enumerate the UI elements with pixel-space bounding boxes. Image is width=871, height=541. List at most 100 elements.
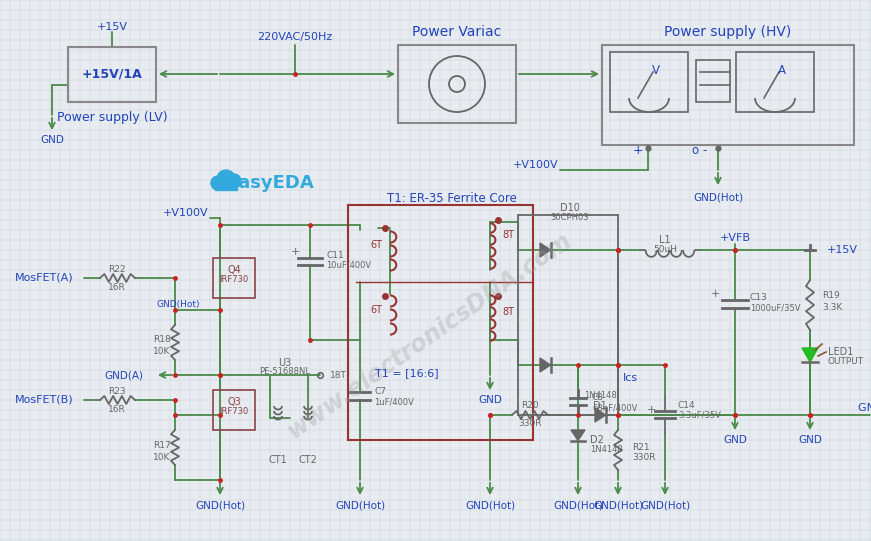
Text: 8T: 8T bbox=[502, 307, 514, 317]
Text: C14: C14 bbox=[678, 400, 696, 410]
Text: GND(A): GND(A) bbox=[104, 370, 143, 380]
Text: R17: R17 bbox=[153, 440, 171, 450]
Circle shape bbox=[227, 174, 241, 188]
Text: 68nF/400V: 68nF/400V bbox=[592, 404, 638, 412]
Text: R20: R20 bbox=[521, 401, 539, 411]
Text: Ics: Ics bbox=[623, 373, 638, 383]
Text: 1000uF/35V: 1000uF/35V bbox=[750, 304, 800, 313]
Text: GND: GND bbox=[478, 395, 502, 405]
Text: 330R: 330R bbox=[632, 453, 656, 463]
Text: D10: D10 bbox=[560, 203, 580, 213]
Bar bbox=[610, 52, 688, 112]
Text: 3.3K: 3.3K bbox=[822, 302, 842, 312]
Text: GND(Hot): GND(Hot) bbox=[195, 501, 245, 511]
Text: R19: R19 bbox=[822, 291, 840, 300]
Text: GND(Hot): GND(Hot) bbox=[335, 501, 385, 511]
Text: MosFET(A): MosFET(A) bbox=[15, 273, 74, 283]
Text: C13: C13 bbox=[750, 294, 767, 302]
Text: +: + bbox=[646, 405, 656, 415]
Text: OUTPUT: OUTPUT bbox=[828, 358, 864, 366]
Text: www.electronicsDNA.com: www.electronicsDNA.com bbox=[283, 227, 577, 443]
Text: C7: C7 bbox=[374, 387, 386, 397]
Text: Q4: Q4 bbox=[227, 265, 241, 275]
Text: V: V bbox=[652, 63, 660, 76]
Polygon shape bbox=[571, 430, 585, 440]
Text: Power supply (HV): Power supply (HV) bbox=[665, 25, 792, 39]
Text: 1N4148: 1N4148 bbox=[590, 445, 623, 454]
Text: U3: U3 bbox=[279, 358, 292, 368]
Text: R21: R21 bbox=[632, 443, 650, 452]
Text: R22: R22 bbox=[108, 265, 125, 274]
Text: GND OUT: GND OUT bbox=[858, 403, 871, 413]
Bar bbox=[602, 45, 854, 145]
Text: GND(Hot): GND(Hot) bbox=[640, 501, 690, 511]
Text: GND: GND bbox=[723, 435, 747, 445]
Text: 6T: 6T bbox=[370, 240, 382, 250]
Text: Power supply (LV): Power supply (LV) bbox=[57, 110, 167, 123]
Text: LED1: LED1 bbox=[828, 347, 854, 357]
Polygon shape bbox=[540, 358, 550, 372]
Text: 8T: 8T bbox=[502, 230, 514, 240]
Text: 16R: 16R bbox=[108, 405, 126, 413]
Text: GND(Hot): GND(Hot) bbox=[693, 192, 743, 202]
Text: 6T: 6T bbox=[370, 305, 382, 315]
Text: GND: GND bbox=[40, 135, 64, 145]
Text: 30CPH03: 30CPH03 bbox=[550, 214, 590, 222]
Text: D2: D2 bbox=[590, 435, 604, 445]
Text: GND(Hot): GND(Hot) bbox=[553, 501, 603, 511]
Text: EasyEDA: EasyEDA bbox=[226, 174, 314, 192]
Text: C8: C8 bbox=[592, 393, 604, 403]
Polygon shape bbox=[540, 243, 550, 257]
Bar bbox=[348, 205, 533, 440]
Text: +: + bbox=[290, 247, 300, 257]
Text: IRF730: IRF730 bbox=[219, 275, 248, 285]
Text: CT1: CT1 bbox=[268, 455, 287, 465]
Text: +15V: +15V bbox=[97, 22, 127, 32]
Bar bbox=[213, 390, 255, 430]
Bar bbox=[736, 52, 814, 112]
Text: 220VAC/50Hz: 220VAC/50Hz bbox=[257, 32, 333, 42]
Text: R23: R23 bbox=[108, 386, 125, 395]
Polygon shape bbox=[595, 408, 605, 422]
Text: o -: o - bbox=[692, 143, 707, 156]
Text: 10uF/400V: 10uF/400V bbox=[326, 261, 371, 269]
Bar bbox=[215, 183, 237, 190]
Text: 50uH: 50uH bbox=[653, 246, 677, 254]
Text: +: + bbox=[711, 289, 720, 299]
Text: A: A bbox=[778, 63, 786, 76]
Text: D1: D1 bbox=[593, 401, 607, 411]
Text: MosFET(B): MosFET(B) bbox=[15, 395, 74, 405]
Text: Power Variac: Power Variac bbox=[412, 25, 502, 39]
Text: 10K: 10K bbox=[153, 452, 171, 461]
Text: +15V/1A: +15V/1A bbox=[82, 68, 142, 81]
Text: CT2: CT2 bbox=[299, 455, 317, 465]
Polygon shape bbox=[802, 348, 818, 362]
Text: +VFB: +VFB bbox=[719, 233, 751, 243]
Text: C11: C11 bbox=[326, 250, 344, 260]
Bar bbox=[696, 60, 730, 102]
Text: T1: ER-35 Ferrite Core: T1: ER-35 Ferrite Core bbox=[387, 192, 517, 204]
Text: GND: GND bbox=[798, 435, 822, 445]
Text: Q3: Q3 bbox=[227, 397, 241, 407]
Text: 3.3uF/35V: 3.3uF/35V bbox=[678, 411, 721, 419]
Bar bbox=[518, 215, 618, 415]
Text: 18T: 18T bbox=[330, 371, 347, 379]
Text: T1 = [16:6]: T1 = [16:6] bbox=[375, 368, 439, 378]
Text: 1uF/400V: 1uF/400V bbox=[374, 398, 414, 406]
Text: 330R: 330R bbox=[518, 419, 542, 428]
Text: R18: R18 bbox=[153, 335, 171, 345]
Text: 1N4148: 1N4148 bbox=[584, 392, 617, 400]
Text: L1: L1 bbox=[659, 235, 671, 245]
Text: 16R: 16R bbox=[108, 282, 126, 292]
Text: GND(Hot): GND(Hot) bbox=[157, 300, 200, 309]
Circle shape bbox=[211, 176, 225, 190]
Text: +V100V: +V100V bbox=[512, 160, 558, 170]
Text: PE-51688NL: PE-51688NL bbox=[260, 367, 310, 377]
Bar bbox=[213, 258, 255, 298]
Text: +15V: +15V bbox=[827, 245, 858, 255]
Text: 10K: 10K bbox=[153, 347, 171, 357]
Text: +: + bbox=[632, 143, 644, 156]
Circle shape bbox=[217, 170, 235, 188]
Text: GND(Hot): GND(Hot) bbox=[465, 501, 515, 511]
Text: GND(Hot): GND(Hot) bbox=[593, 501, 643, 511]
